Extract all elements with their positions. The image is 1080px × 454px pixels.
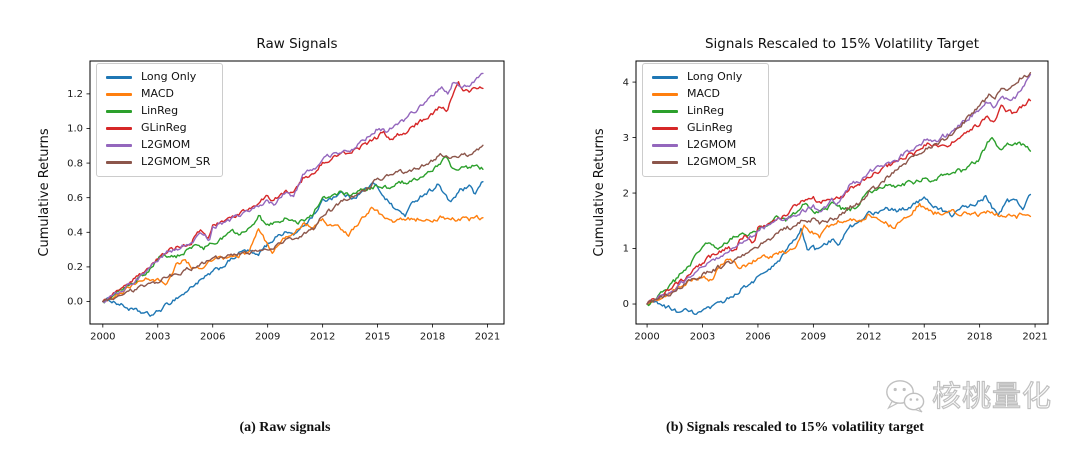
x-tick-label: 2018 — [967, 331, 992, 342]
legend-line-swatch — [652, 109, 678, 113]
legend-label: L2GMOM — [687, 138, 737, 151]
axes-frame — [89, 60, 505, 325]
watermark-text: 核桃量化 — [931, 378, 1053, 413]
legend-label: MACD — [141, 87, 174, 100]
legend-item-glinreg: GLinReg — [106, 121, 210, 135]
legend-item-l2gmom: L2GMOM — [652, 138, 756, 152]
panel-a: 2000 2003 2006 2009 2012 2015 2018 2021 0.0 0.2 0.… — [67, 60, 505, 342]
x-tick-label: 2012 — [856, 331, 881, 342]
series-line-long-only — [646, 193, 1032, 315]
legend-label: Long Only — [687, 70, 743, 83]
series-line-macd — [646, 202, 1032, 305]
legend-label: GLinReg — [141, 121, 187, 134]
legend-label: L2GMOM_SR — [141, 155, 211, 168]
y-tick-label: 1.2 — [67, 89, 83, 100]
caption-a: (a) Raw signals — [239, 420, 331, 435]
legend-line-swatch — [106, 160, 132, 164]
legend-item-linreg: LinReg — [106, 104, 210, 118]
x-tick-label: 2003 — [145, 331, 170, 342]
legend-line-swatch — [652, 160, 678, 164]
series-line-l2gmom-sr — [646, 72, 1032, 305]
axes-frame — [635, 60, 1049, 325]
legend-line-swatch — [106, 109, 132, 113]
series-line-long-only — [102, 181, 484, 317]
legend-line-swatch — [106, 75, 132, 79]
y-axis-label-right: Cumulative Returns — [592, 128, 607, 257]
x-tick-label: 2006 — [745, 331, 770, 342]
caption-b: (b) Signals rescaled to 15% volatility t… — [666, 420, 924, 435]
legend-item-glinreg: GLinReg — [652, 121, 756, 135]
x-tick-label: 2006 — [200, 331, 225, 342]
watermark: 核桃量化 — [883, 378, 1052, 414]
legend-item-l2gmom-sr: L2GMOM_SR — [106, 155, 211, 169]
x-tick-label: 2000 — [90, 331, 115, 342]
legend-left-panel: Long Only MACD LinReg GLinReg L2GMOM L2GMOM_S… — [96, 63, 224, 177]
y-tick-label: 1 — [623, 244, 629, 255]
x-tick-label: 2003 — [690, 331, 715, 342]
x-tick-label: 2000 — [634, 331, 659, 342]
legend-item-long-only: Long Only — [106, 70, 210, 84]
legend-line-swatch — [652, 75, 678, 79]
y-tick-label: 0 — [623, 299, 629, 310]
panel-b: 2000 2003 2006 2009 2012 2015 2018 2021 0 1 2 3 4 — [623, 60, 1049, 342]
legend-line-swatch — [652, 92, 678, 96]
y-tick-label: 0.4 — [67, 227, 83, 238]
x-tick-label: 2021 — [475, 331, 500, 342]
legend-label: L2GMOM — [141, 138, 191, 151]
x-tick-label: 2021 — [1022, 331, 1047, 342]
y-tick-label: 1.0 — [67, 124, 83, 135]
legend-line-swatch — [106, 126, 132, 130]
legend-line-swatch — [106, 143, 132, 147]
legend-item-macd: MACD — [652, 87, 756, 101]
legend-line-swatch — [106, 92, 132, 96]
wechat-logo-icon — [886, 380, 925, 413]
legend-item-macd: MACD — [106, 87, 210, 101]
legend-label: GLinReg — [687, 121, 733, 134]
y-tick-label: 2 — [623, 188, 629, 199]
y-tick-label: 0.6 — [67, 193, 83, 204]
legend-label: LinReg — [141, 104, 179, 117]
legend-item-l2gmom-sr: L2GMOM_SR — [652, 155, 757, 169]
legend-right-panel: Long Only MACD LinReg GLinReg L2GMOM L2GMOM_S… — [642, 63, 770, 177]
legend-label: MACD — [687, 87, 720, 100]
y-tick-label: 0.0 — [67, 297, 83, 308]
series-line-l2gmom — [102, 72, 484, 304]
legend-line-swatch — [652, 126, 678, 130]
y-tick-label: 4 — [623, 77, 629, 88]
series-line-linreg — [646, 136, 1032, 307]
y-axis-label-left: Cumulative Returns — [37, 128, 52, 257]
legend-item-linreg: LinReg — [652, 104, 756, 118]
y-tick-label: 0.8 — [67, 158, 83, 169]
legend-label: Long Only — [141, 70, 197, 83]
legend-item-long-only: Long Only — [652, 70, 756, 84]
series-line-l2gmom — [646, 73, 1032, 305]
series-line-linreg — [102, 156, 484, 304]
series-line-macd — [102, 206, 484, 303]
legend-label: LinReg — [687, 104, 725, 117]
chart-title-rescaled-signals: Signals Rescaled to 15% Volatility Targe… — [704, 36, 979, 52]
x-tick-label: 2012 — [310, 331, 335, 342]
series-line-l2gmom-sr — [102, 144, 484, 303]
x-tick-label: 2015 — [365, 331, 390, 342]
x-tick-label: 2018 — [420, 331, 445, 342]
legend-label: L2GMOM_SR — [687, 155, 757, 168]
chart-title-raw-signals: Raw Signals — [256, 36, 338, 52]
x-tick-label: 2015 — [911, 331, 936, 342]
series-line-glinreg — [646, 98, 1032, 305]
y-tick-label: 3 — [623, 133, 629, 144]
x-tick-label: 2009 — [255, 331, 280, 342]
x-tick-label: 2009 — [801, 331, 826, 342]
y-tick-label: 0.2 — [67, 262, 83, 273]
legend-line-swatch — [652, 143, 678, 147]
legend-item-l2gmom: L2GMOM — [106, 138, 210, 152]
